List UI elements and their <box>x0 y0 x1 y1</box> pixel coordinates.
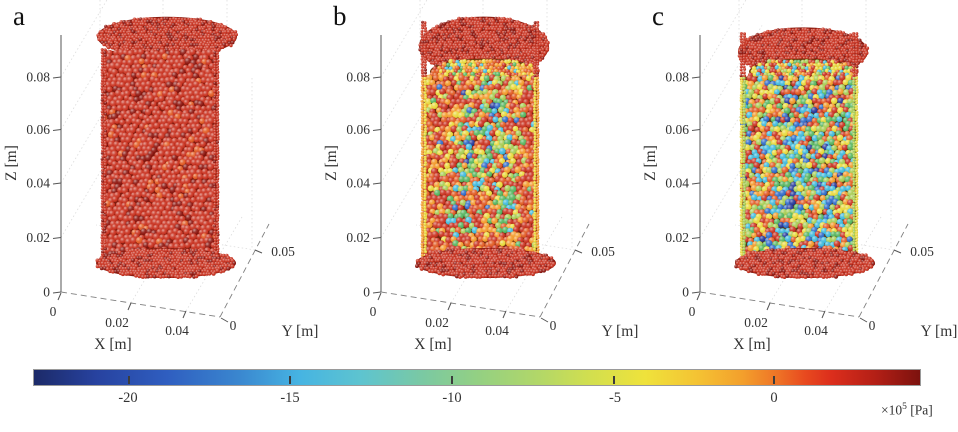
z-tick-label: 0.04 <box>665 176 689 191</box>
colorbar-tick-label: -5 <box>608 390 622 406</box>
z-tick-label: 0.06 <box>346 122 370 137</box>
x-tick-label: 0.02 <box>425 315 449 330</box>
z-tick-label: 0.02 <box>346 230 370 245</box>
x-axis-label: X [m] <box>94 336 131 353</box>
x-tick-label: 0.04 <box>804 323 828 338</box>
z-tick-label: 0.04 <box>346 176 370 191</box>
particles <box>734 27 875 279</box>
x-tick-label: 0 <box>689 304 696 319</box>
y-tick-label: 0 <box>869 318 876 333</box>
colorbar <box>33 369 921 386</box>
colorbar-tick-label: -10 <box>442 390 462 406</box>
x-tick-label: 0 <box>50 304 57 319</box>
3d-axes-a: 0 0.02 0.04 0.06 0.08 Z [m] 0 0.02 0.04 X [m] 0 0.0… <box>3 0 318 353</box>
x-axis-label: X [m] <box>733 336 770 353</box>
x-tick-label: 0 <box>370 304 377 319</box>
z-tick-label: 0.06 <box>665 122 689 137</box>
y-axis-label: Y [m] <box>602 323 639 340</box>
subplot-letter-b: b <box>333 1 347 31</box>
colorbar-unit-label: ×105 [Pa] <box>881 402 933 419</box>
z-tick-label: 0 <box>682 285 689 300</box>
y-tick-label: 0.05 <box>591 244 615 259</box>
particles <box>95 16 238 279</box>
3d-axes-c: 0 0.02 0.04 0.06 0.08 Z [m] 0 0.02 0.04 X [m] 0 0.0… <box>642 0 957 353</box>
x-axis-label: X [m] <box>414 336 451 353</box>
particles <box>415 16 556 279</box>
y-tick-label: 0 <box>550 318 557 333</box>
colorbar-unit-text: [Pa] <box>910 402 933 418</box>
z-tick-label: 0.08 <box>346 70 370 85</box>
x-tick-label: 0.04 <box>485 323 509 338</box>
colorbar-scale-exp: 5 <box>902 402 907 412</box>
y-tick-label: 0.05 <box>271 244 295 259</box>
z-tick-label: 0.02 <box>665 230 689 245</box>
subplot-letter-c: c <box>652 1 664 31</box>
y-axis-label: Y [m] <box>921 323 958 340</box>
z-tick-label: 0.08 <box>26 70 50 85</box>
colorbar-scale-mult: ×10 <box>881 402 903 418</box>
subplot-c: 0 0.02 0.04 0.06 0.08 Z [m] 0 0.02 0.04 X [m] 0 0.0… <box>639 0 958 362</box>
axes: 0 0.02 0.04 0.06 0.08 Z [m] 0 0.02 0.04 X [m] 0 0.0… <box>323 35 638 353</box>
axes: 0 0.02 0.04 0.06 0.08 Z [m] 0 0.02 0.04 X [m] 0 0.0… <box>3 35 318 353</box>
z-axis-label: Z [m] <box>3 145 20 181</box>
3d-axes-b: 0 0.02 0.04 0.06 0.08 Z [m] 0 0.02 0.04 X [m] 0 0.0… <box>323 0 638 353</box>
x-tick-label: 0.04 <box>165 323 189 338</box>
colorbar-tick-mark <box>772 376 775 384</box>
colorbar-tick-label: -15 <box>280 390 300 406</box>
z-axis-label: Z [m] <box>642 145 659 181</box>
colorbar-tick-mark <box>127 376 130 384</box>
colorbar-tick-mark <box>613 376 616 384</box>
z-tick-label: 0.02 <box>26 230 50 245</box>
z-tick-label: 0.08 <box>665 70 689 85</box>
z-tick-label: 0.06 <box>26 122 50 137</box>
x-tick-label: 0.02 <box>744 315 768 330</box>
colorbar-tick-mark <box>451 376 454 384</box>
subplot-b: 0 0.02 0.04 0.06 0.08 Z [m] 0 0.02 0.04 X [m] 0 0.0… <box>320 0 639 362</box>
y-tick-label: 0 <box>230 318 237 333</box>
subplot-letter-a: a <box>13 1 25 31</box>
colorbar-tick-mark <box>289 376 292 384</box>
subplot-a: 0 0.02 0.04 0.06 0.08 Z [m] 0 0.02 0.04 X [m] 0 0.0… <box>0 0 319 362</box>
colorbar-tick-label: -20 <box>118 390 138 406</box>
z-tick-label: 0.04 <box>26 176 50 191</box>
y-axis-label: Y [m] <box>282 323 319 340</box>
y-tick-label: 0.05 <box>910 244 934 259</box>
colorbar-tick-label: 0 <box>770 390 778 406</box>
z-tick-label: 0 <box>363 285 370 300</box>
z-tick-label: 0 <box>43 285 50 300</box>
z-axis-label: Z [m] <box>323 145 340 181</box>
axes: 0 0.02 0.04 0.06 0.08 Z [m] 0 0.02 0.04 X [m] 0 0.0… <box>642 35 957 353</box>
x-tick-label: 0.02 <box>105 315 129 330</box>
